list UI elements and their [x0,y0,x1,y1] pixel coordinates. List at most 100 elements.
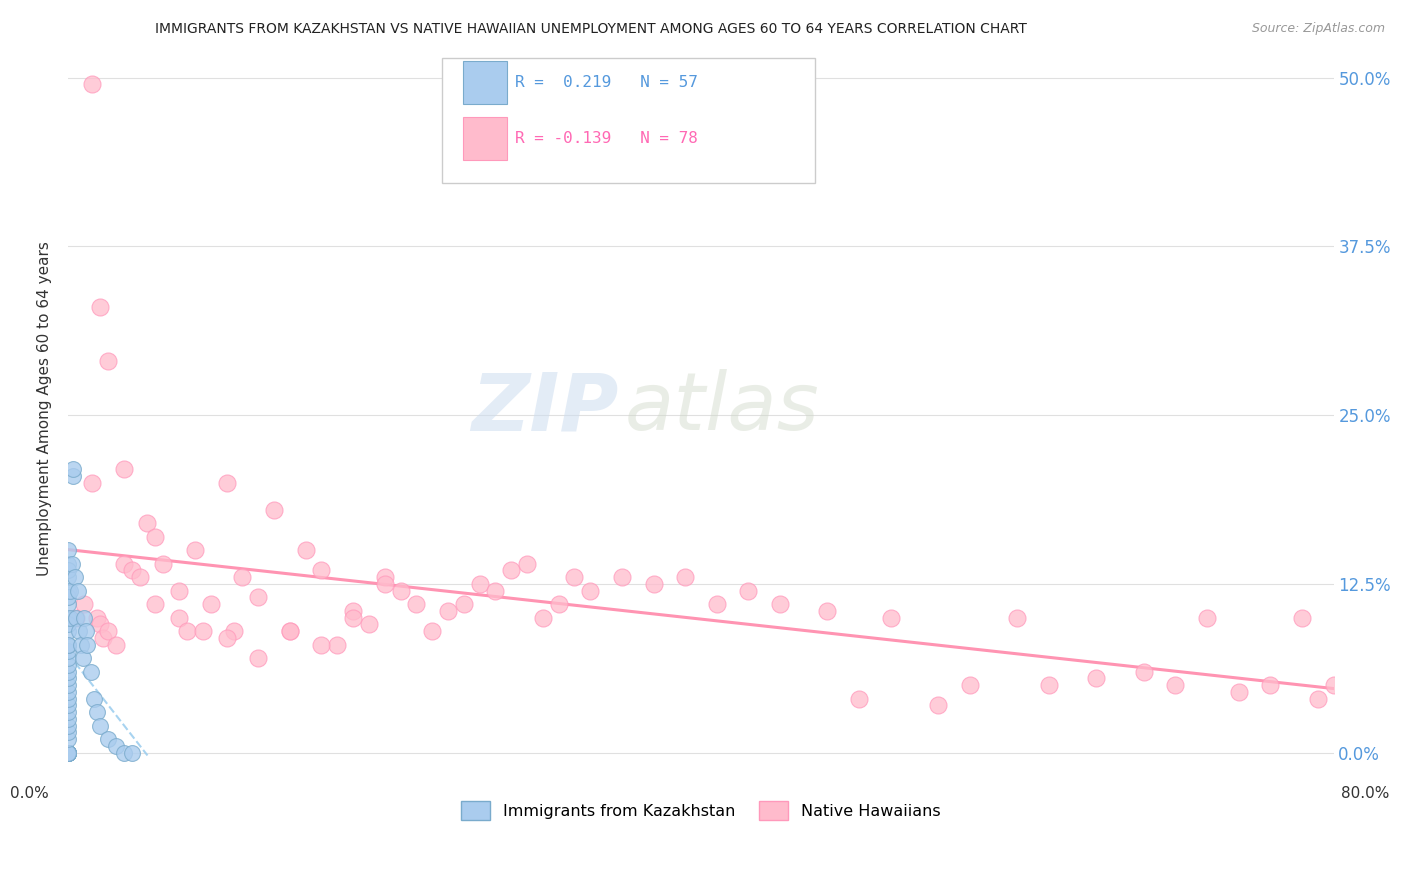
Point [247,651,270,665]
Point [342,610,364,624]
Point [62,462,84,476]
Point [58,672,80,686]
Point [104,638,127,652]
Point [58,691,80,706]
Point [167,610,190,624]
Point [112,462,135,476]
Point [58,746,80,760]
Point [58,557,80,571]
Point [58,705,80,719]
Point [1322,678,1344,692]
Point [58,746,80,760]
Point [58,651,80,665]
Point [73,597,96,611]
Point [91,631,114,645]
Text: IMMIGRANTS FROM KAZAKHSTAN VS NATIVE HAWAIIAN UNEMPLOYMENT AMONG AGES 60 TO 64 Y: IMMIGRANTS FROM KAZAKHSTAN VS NATIVE HAW… [155,22,1026,37]
Point [112,557,135,571]
Point [706,597,728,611]
Point [59,583,82,598]
Point [311,638,333,652]
Point [58,746,80,760]
Point [136,516,159,531]
Point [76,638,98,652]
Point [342,604,364,618]
Point [79,665,101,679]
Point [579,583,602,598]
Point [58,617,80,632]
Point [63,570,86,584]
Point [58,719,80,733]
Text: ZIP: ZIP [471,369,619,448]
Point [1164,678,1187,692]
Point [65,610,87,624]
Point [1291,610,1313,624]
Point [121,746,143,760]
Point [58,746,80,760]
Point [184,543,207,558]
Point [1306,691,1329,706]
Point [62,469,84,483]
Point [59,610,82,624]
Point [121,564,143,578]
Point [70,638,93,652]
Text: Source: ZipAtlas.com: Source: ZipAtlas.com [1251,22,1385,36]
Point [89,300,111,314]
Y-axis label: Unemployment Among Ages 60 to 64 years: Unemployment Among Ages 60 to 64 years [38,241,52,576]
Point [58,746,80,760]
Point [69,624,91,639]
Point [224,624,246,639]
Text: atlas: atlas [626,369,820,448]
Legend: Immigrants from Kazakhstan, Native Hawaiians: Immigrants from Kazakhstan, Native Hawai… [456,795,946,826]
Point [531,610,554,624]
Point [231,570,253,584]
Point [58,685,80,699]
Point [97,732,120,747]
Point [176,624,198,639]
Point [73,610,96,624]
Point [145,530,167,544]
Point [1195,610,1218,624]
Point [58,746,80,760]
Point [516,557,538,571]
Point [1007,610,1029,624]
Point [86,705,108,719]
Point [82,475,104,490]
Text: 80.0%: 80.0% [1341,787,1389,802]
Point [58,597,80,611]
Point [437,604,460,618]
Point [86,610,108,624]
Point [58,543,80,558]
Point [83,691,105,706]
Point [58,644,80,658]
Point [58,657,80,672]
Point [58,746,80,760]
Point [58,591,80,605]
Point [927,698,949,713]
Point [58,678,80,692]
Point [128,570,150,584]
Point [643,577,665,591]
Point [468,577,491,591]
Point [484,583,506,598]
Point [610,570,633,584]
Point [673,570,696,584]
Point [75,624,97,639]
Point [66,583,89,598]
Point [547,597,569,611]
FancyBboxPatch shape [441,58,815,183]
Point [58,583,80,598]
Point [453,597,475,611]
Point [82,78,104,92]
Point [389,583,412,598]
FancyBboxPatch shape [463,117,508,160]
Point [58,638,80,652]
Point [848,691,870,706]
Point [769,597,792,611]
Point [1085,672,1108,686]
Point [58,746,80,760]
Point [104,739,127,753]
Text: 0.0%: 0.0% [10,787,48,802]
Point [294,543,316,558]
Point [97,354,120,368]
Point [58,698,80,713]
